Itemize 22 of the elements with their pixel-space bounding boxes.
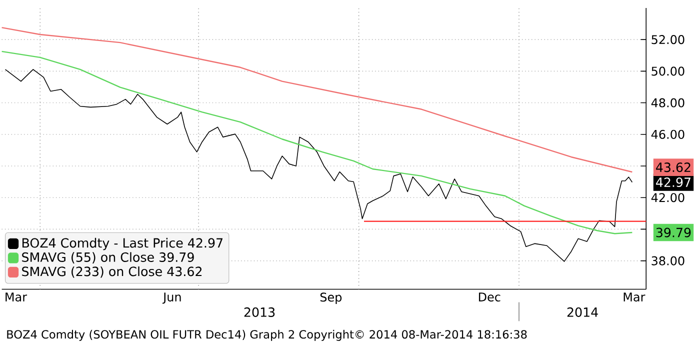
x-tick-label: Jun xyxy=(162,292,181,304)
x-tick-label: Mar xyxy=(624,292,646,302)
line-series xyxy=(1,50,633,234)
text: 2014 xyxy=(567,307,598,317)
legend-label: SMAVG (55) on Close 39.79 xyxy=(22,252,194,264)
x-tick-label: Dec xyxy=(478,292,500,302)
text: 2013 xyxy=(244,307,275,317)
y-tick-label: 38.00 xyxy=(652,256,684,266)
y-tick-label: 50.00 xyxy=(652,66,684,76)
line-series xyxy=(1,26,633,173)
y-tick-label: 48.00 xyxy=(651,98,684,108)
legend-label: BOZ4 Comdty - Last Price 42.97 xyxy=(22,238,222,250)
x-tick-label: Sep xyxy=(320,292,342,304)
y-tick-label: 52.00 xyxy=(652,35,684,44)
annotation: 43.62 xyxy=(656,162,690,172)
x-tick-label: Mar xyxy=(6,292,28,302)
annotation: 39.79 xyxy=(656,228,691,238)
text: BOZ4 Comdty (SOYBEAN OIL FUTR Dec14) Graph 2 Copyright© 2014 08-Mar-2014 18:16:38 xyxy=(7,330,527,341)
annotation: 42.97 xyxy=(656,177,690,187)
y-tick-label: 46.00 xyxy=(651,130,684,139)
legend-label: SMAVG (233) on Close 43.62 xyxy=(22,266,202,278)
y-tick-label: 42.00 xyxy=(651,193,684,202)
